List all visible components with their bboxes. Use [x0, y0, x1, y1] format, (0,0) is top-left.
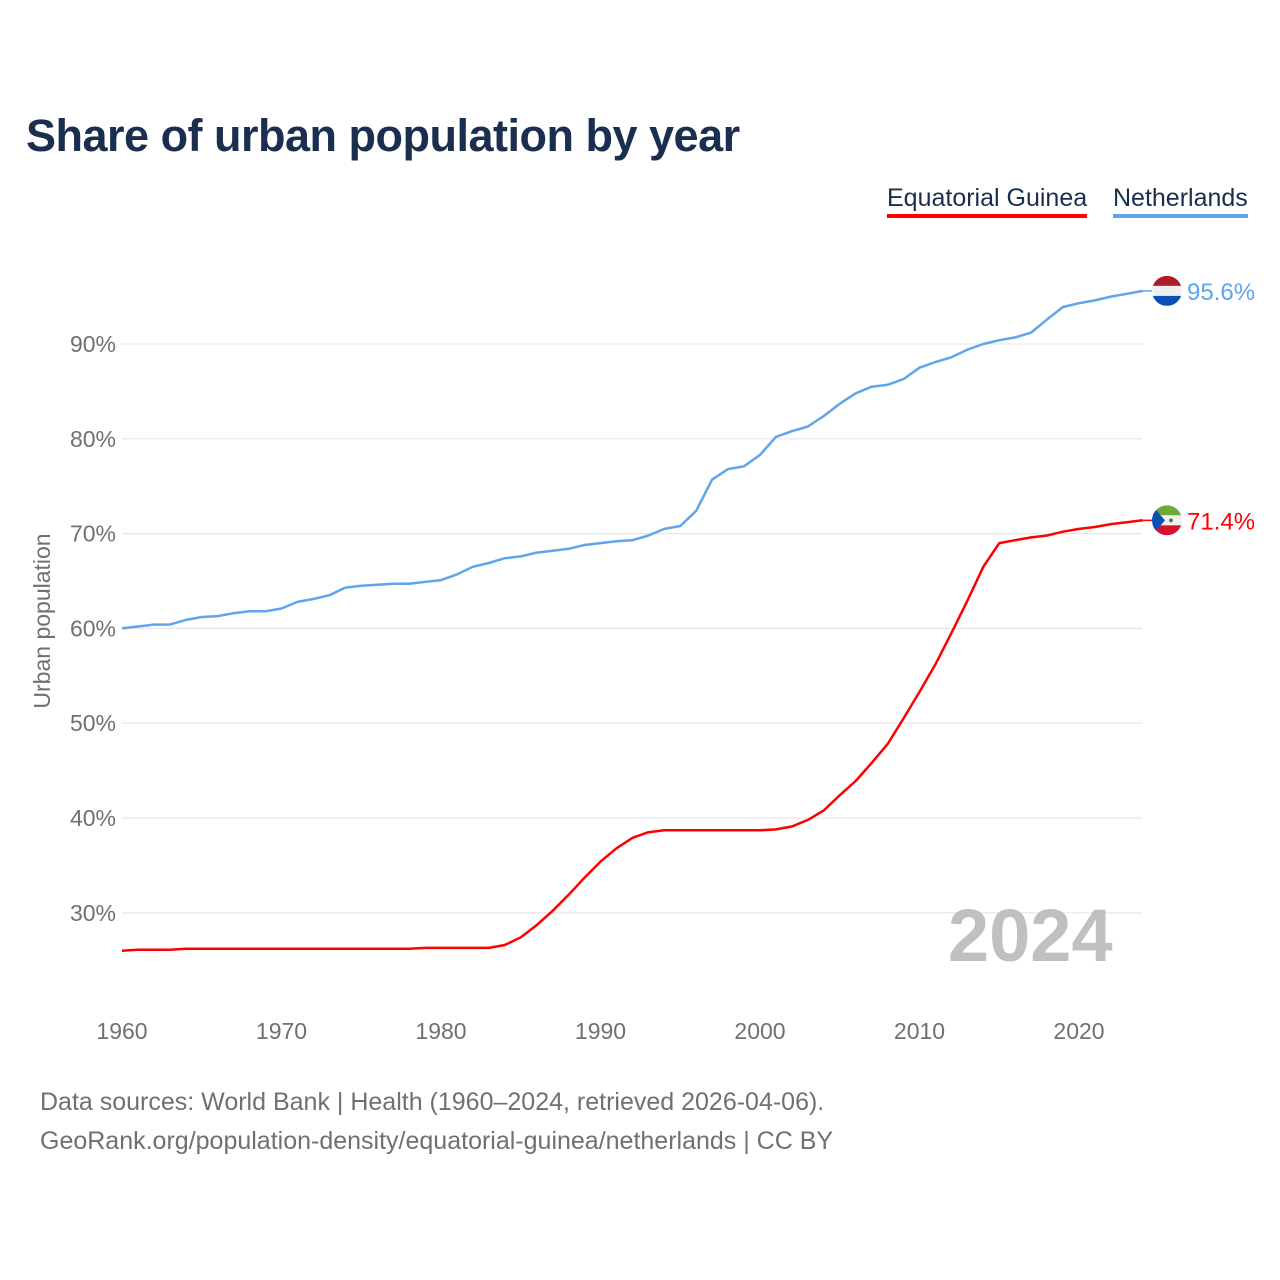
- flag-stripes: [1152, 505, 1182, 536]
- x-tick-label: 1990: [575, 1018, 626, 1044]
- series-line-equatorial-guinea: [121, 519, 1143, 952]
- flag-stripe: [1152, 525, 1182, 536]
- x-tick-label: 2020: [1053, 1018, 1104, 1044]
- y-tick-label: 40%: [70, 805, 116, 831]
- x-tick-label: 2010: [894, 1018, 945, 1044]
- data-source-note: Data sources: World Bank | Health (1960–…: [40, 1088, 825, 1116]
- chart-title: Share of urban population by year: [26, 110, 740, 161]
- source-link[interactable]: GeoRank.org/population-density/equatoria…: [40, 1127, 834, 1155]
- end-value-label: 95.6%: [1187, 279, 1255, 306]
- y-tick-label: 80%: [70, 426, 116, 452]
- flag-stripe: [1152, 285, 1182, 296]
- y-axis-label: Urban population: [29, 533, 55, 708]
- y-tick-label: 50%: [70, 710, 116, 736]
- flag-emblem: [1169, 518, 1173, 523]
- y-tick-label: 30%: [70, 900, 116, 926]
- y-tick-label: 70%: [70, 521, 116, 547]
- x-tick-label: 1970: [256, 1018, 307, 1044]
- x-tick-label: 1980: [415, 1018, 466, 1044]
- legend-equatorial-guinea[interactable]: Equatorial Guinea: [887, 184, 1088, 218]
- flag-triangle: [1152, 505, 1165, 536]
- equatorial-guinea-flag-icon: [1152, 505, 1182, 536]
- flag-stripe: [1152, 505, 1182, 516]
- flag-stripes: [1152, 275, 1182, 306]
- x-tick-label: 2000: [734, 1018, 785, 1044]
- flag-stripe: [1152, 275, 1182, 286]
- flag-stripe: [1152, 515, 1182, 526]
- netherlands-flag-icon: [1152, 275, 1182, 306]
- series-line-netherlands: [121, 289, 1144, 630]
- flag-stripe: [1152, 295, 1182, 306]
- end-value-label: 71.4%: [1187, 508, 1255, 535]
- year-watermark: 2024: [948, 894, 1113, 977]
- y-tick-label: 90%: [70, 331, 116, 357]
- legend-netherlands[interactable]: Netherlands: [1113, 184, 1248, 218]
- y-tick-label: 60%: [70, 615, 116, 641]
- x-tick-label: 1960: [96, 1018, 147, 1044]
